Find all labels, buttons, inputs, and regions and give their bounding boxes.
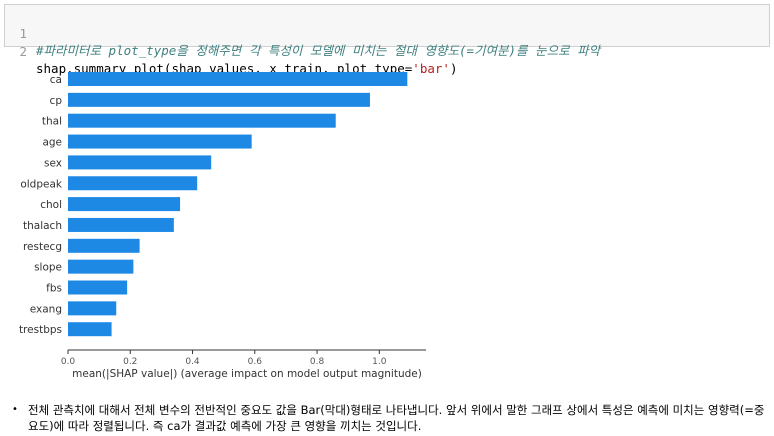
x-tick-label-1.0: 1.0 [372,357,387,367]
code-line-2: 2 shap.summary_plot(shap_values, x_train… [5,26,769,76]
code-close-paren: ) [449,61,458,76]
bar-restecg [68,238,140,253]
bar-slope [68,259,134,274]
x-tick-label-0.4: 0.4 [185,357,200,367]
x-tick-label-0.0: 0.0 [61,357,76,367]
y-tick-label-trestbps: trestbps [19,324,62,336]
bar-thalach [68,217,174,232]
line-number-1: 1 [19,26,27,41]
bullet-icon: • [12,404,18,415]
y-tick-label-ca: ca [50,74,62,86]
bar-ca [68,72,408,86]
bar-fbs [68,280,128,295]
bar-trestbps [68,322,112,337]
y-tick-label-thal: thal [42,116,62,128]
shap-bar-chart: ca cp thal age sex oldpeak chol thalach restecg s… [19,72,426,380]
explanation-text: 전체 관측치에 대해서 전체 변수의 전반적인 중요도 값을 Bar(막대)형태… [28,403,765,433]
y-tick-label-cp: cp [50,95,63,107]
y-tick-label-slope: slope [34,262,62,274]
x-tick-label-0.8: 0.8 [310,357,325,367]
y-tick-label-restecg: restecg [23,241,62,253]
y-tick-label-fbs: fbs [46,283,62,295]
x-tick-label-0.6: 0.6 [248,357,263,367]
line-number-2: 2 [19,44,27,59]
bar-exang [68,301,117,316]
code-cell[interactable]: 1 #파라미터로 plot_type을 정해주면 각 특성이 모델에 미치는 절… [4,4,770,76]
bar-sex [68,155,212,170]
y-tick-label-sex: sex [44,157,62,169]
bar-thal [68,113,336,128]
code-line-1: 1 #파라미터로 plot_type을 정해주면 각 특성이 모델에 미치는 절… [5,8,769,58]
y-tick-label-age: age [42,137,62,149]
code-comment: #파라미터로 plot_type을 정해주면 각 특성이 모델에 미치는 절대 … [36,43,601,58]
y-tick-label-thalach: thalach [23,220,62,232]
bar-oldpeak [68,176,198,191]
y-tick-label-exang: exang [30,303,62,315]
y-tick-label-oldpeak: oldpeak [20,178,63,190]
y-tick-label-chol: chol [40,199,62,211]
x-axis-label: mean(|SHAP value|) (average impact on mo… [72,368,422,380]
x-tick-label-0.2: 0.2 [123,357,137,367]
code-string-literal: 'bar' [412,61,450,76]
bar-cp [68,92,370,107]
bar-chol [68,197,181,212]
bar-age [68,134,252,149]
